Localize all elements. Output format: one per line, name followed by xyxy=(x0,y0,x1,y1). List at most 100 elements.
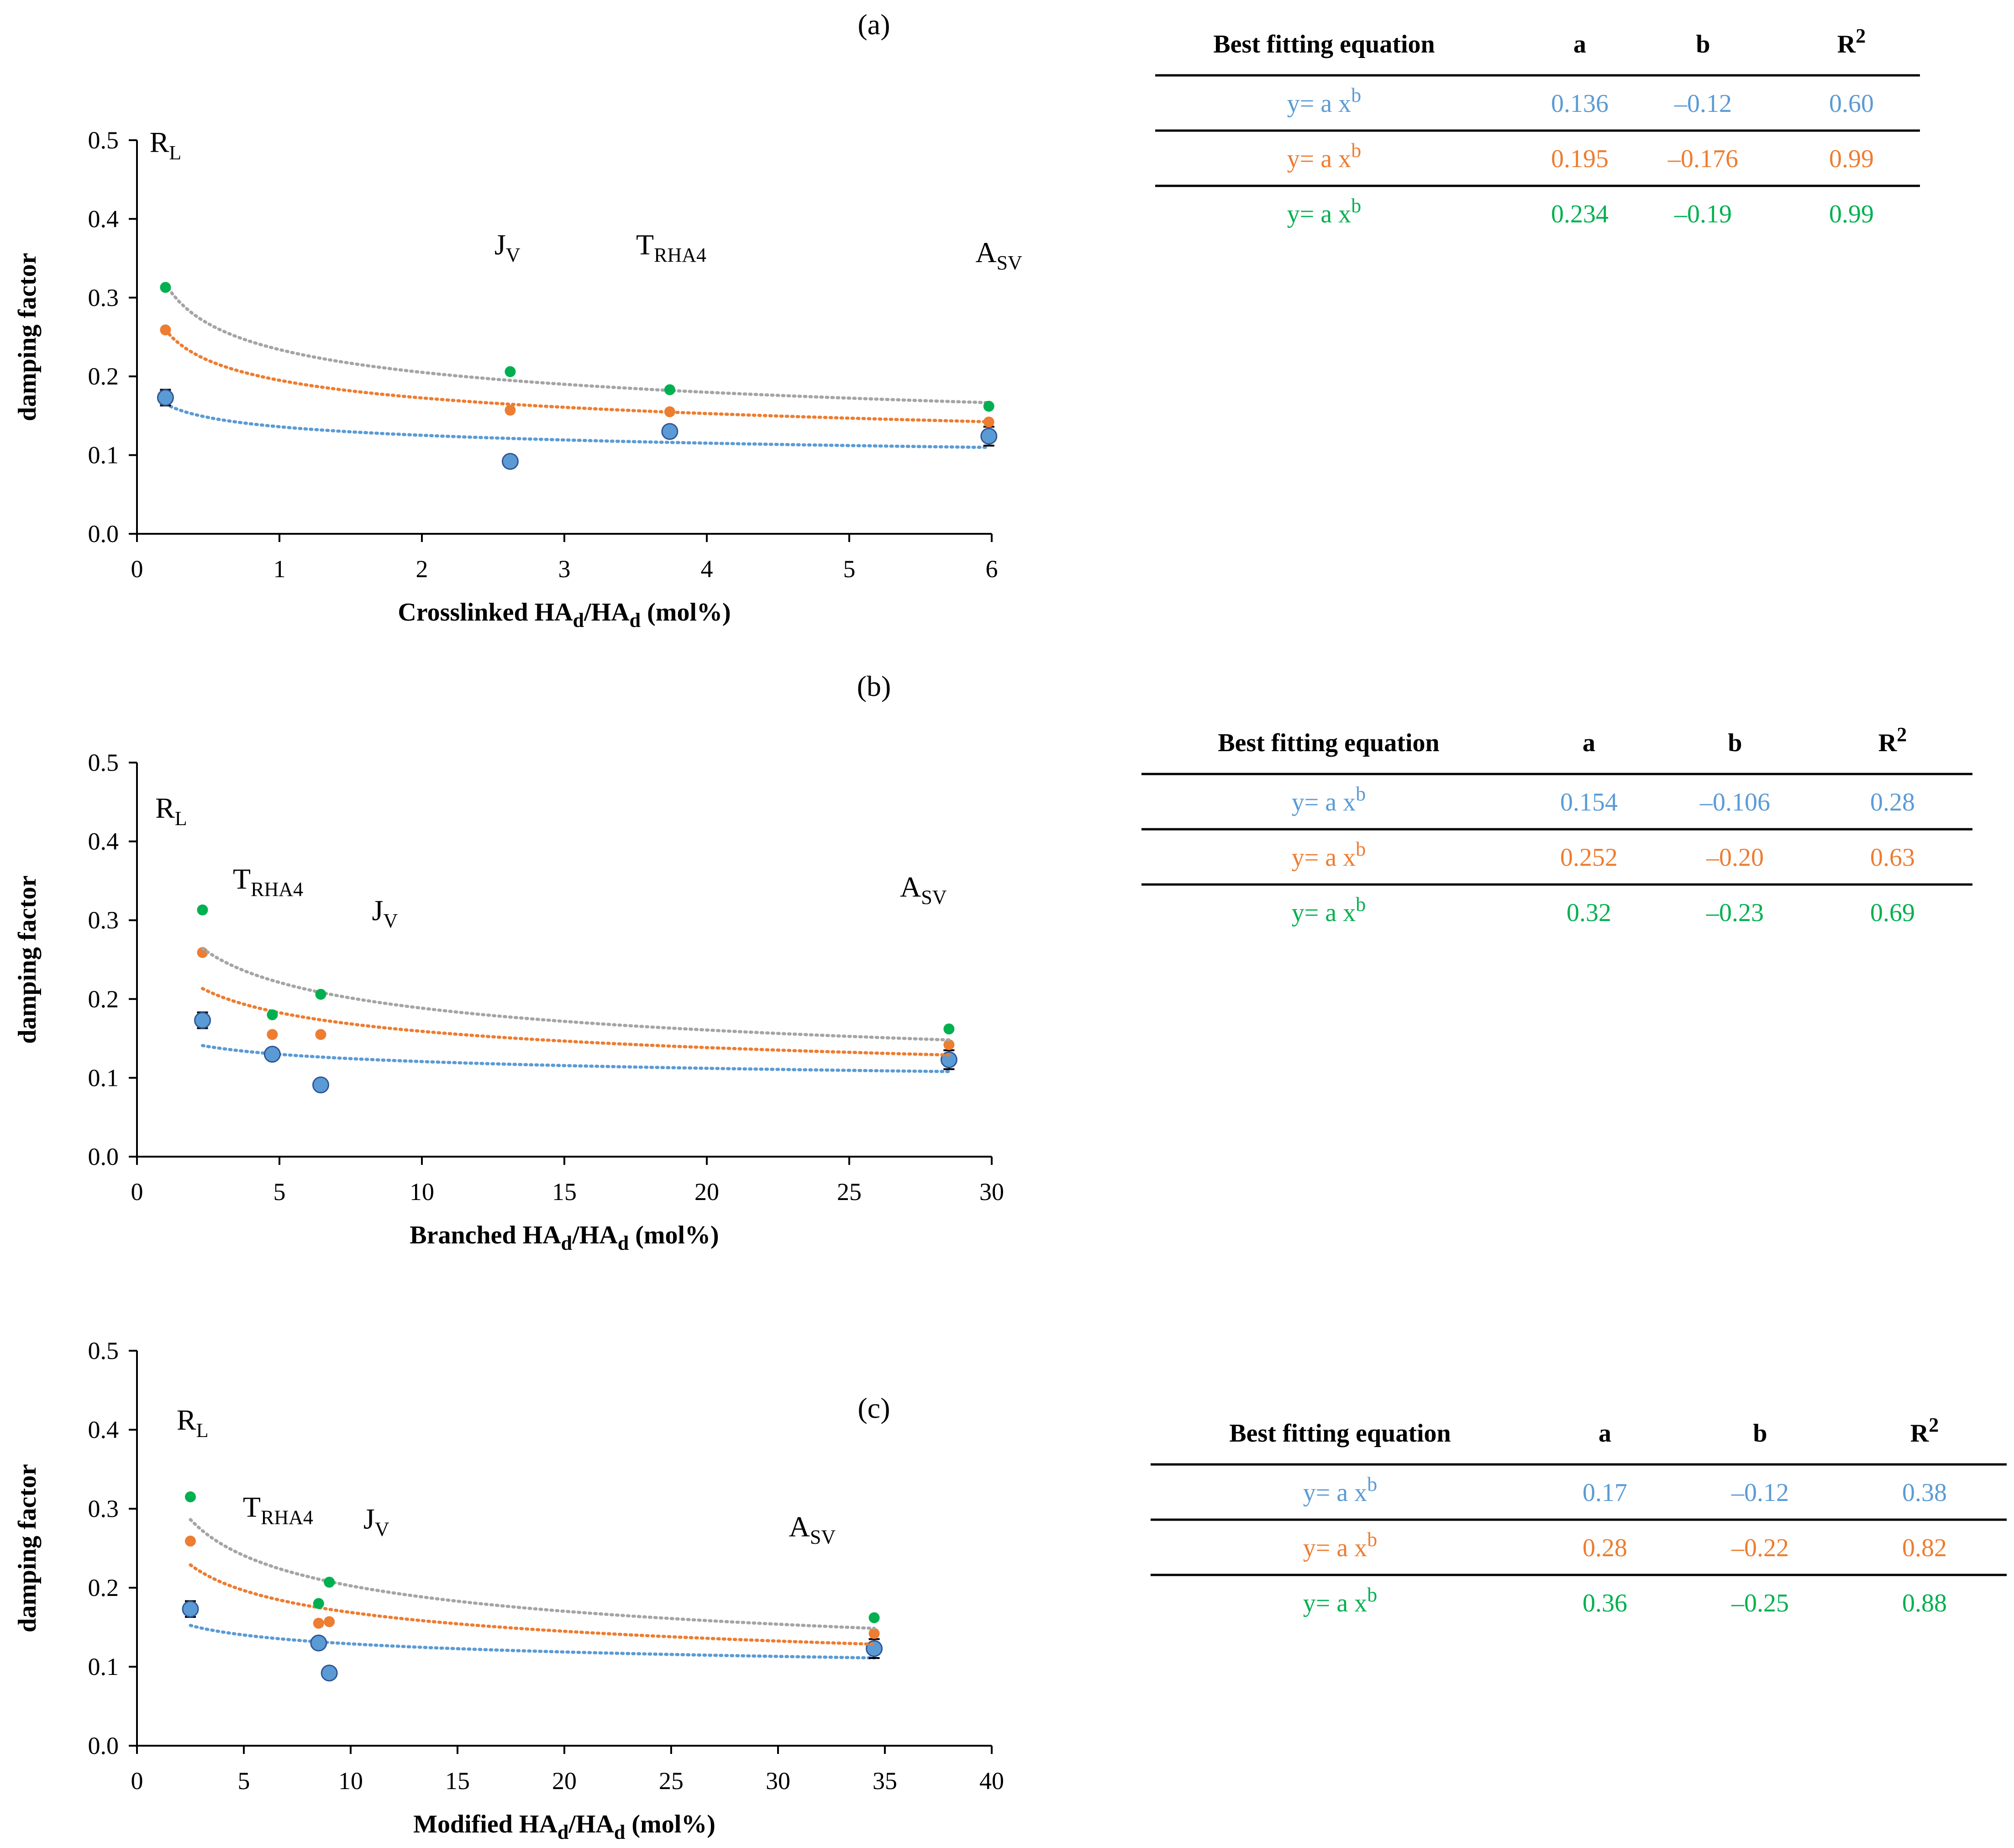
data-point-orange xyxy=(324,1616,335,1627)
table-header: b xyxy=(1696,30,1710,58)
data-point-orange xyxy=(313,1617,324,1629)
trendline-orange xyxy=(163,328,991,424)
y-tick-label: 0.1 xyxy=(88,1653,119,1680)
trendline-orange xyxy=(201,987,951,1057)
data-point-blue xyxy=(661,423,678,440)
x-tick-label: 10 xyxy=(338,1767,363,1795)
data-point-blue xyxy=(157,389,174,406)
y-axis-title: damping factor xyxy=(13,875,42,1044)
point-annotation: ASV xyxy=(975,236,1022,274)
table-cell-a: 0.252 xyxy=(1560,843,1618,872)
x-tick-label: 1 xyxy=(273,555,286,583)
table-equation: y= a xb xyxy=(1292,893,1366,927)
x-tick-label: 40 xyxy=(979,1767,1004,1795)
panel-label: (b) xyxy=(857,670,891,702)
data-point-orange xyxy=(983,416,994,428)
x-tick-label: 15 xyxy=(552,1178,577,1206)
table-cell-a: 0.136 xyxy=(1551,90,1609,118)
panel-label: (c) xyxy=(857,1392,890,1424)
table-equation: y= a xb xyxy=(1303,1584,1377,1617)
x-tick-label: 30 xyxy=(979,1178,1004,1206)
table-equation: y= a xb xyxy=(1303,1473,1377,1507)
data-point-green xyxy=(868,1612,880,1623)
table-cell-r2: 0.99 xyxy=(1829,145,1874,173)
x-tick-label: 0 xyxy=(131,1767,143,1795)
data-point-orange xyxy=(664,406,675,417)
table-cell-r2: 0.63 xyxy=(1870,843,1915,872)
y-tick-label: 0.5 xyxy=(88,126,119,154)
table-cell-b: –0.22 xyxy=(1731,1534,1789,1562)
chart-panel-c: (c) 0.0 0.1 0.2 0.3 0.4 0.5 0 5 10 15 20 25 30 35 40 dam… xyxy=(13,1337,2007,1843)
y-tick-label: 0.1 xyxy=(88,1064,119,1091)
y-axis-title: damping factor xyxy=(13,253,42,421)
data-point-blue xyxy=(310,1634,327,1652)
data-point-green xyxy=(160,282,171,293)
table-cell-b: –0.106 xyxy=(1699,788,1770,816)
y-tick-label: 0.2 xyxy=(88,363,119,390)
data-point-blue xyxy=(321,1664,338,1682)
data-point-orange xyxy=(943,1039,955,1050)
y-tick-label: 0.0 xyxy=(88,520,119,548)
data-point-green xyxy=(185,1491,196,1503)
data-point-orange xyxy=(505,405,516,416)
x-tick-label: 20 xyxy=(694,1178,719,1206)
data-point-orange xyxy=(267,1029,278,1040)
data-point-blue xyxy=(501,453,519,470)
table-cell-r2: 0.28 xyxy=(1870,788,1915,816)
fit-table: Best fitting equation a b R2 y= a xb 0.17 –0.1… xyxy=(1151,1414,2007,1617)
table-header: b xyxy=(1728,729,1742,757)
point-annotation: TRHA4 xyxy=(243,1490,313,1528)
y-tick-label: 0.0 xyxy=(88,1732,119,1759)
table-cell-r2: 0.82 xyxy=(1902,1534,1947,1562)
table-cell-a: 0.154 xyxy=(1560,788,1618,816)
point-annotation: ASV xyxy=(900,870,947,908)
table-cell-a: 0.234 xyxy=(1551,200,1609,228)
table-cell-b: –0.12 xyxy=(1731,1479,1789,1507)
data-point-orange xyxy=(315,1029,326,1040)
x-tick-label: 25 xyxy=(837,1178,862,1206)
y-tick-label: 0.0 xyxy=(88,1143,119,1170)
x-axis-title: Crosslinked HAd/HAd (mol%) xyxy=(398,598,731,632)
data-point-green xyxy=(267,1009,278,1021)
table-header: a xyxy=(1599,1419,1611,1448)
data-point-green xyxy=(943,1023,955,1035)
data-point-blue xyxy=(312,1076,329,1094)
point-annotation: JV xyxy=(363,1502,389,1540)
data-point-green xyxy=(324,1576,335,1588)
data-point-green xyxy=(313,1598,324,1609)
point-annotation: JV xyxy=(372,894,398,932)
table-cell-r2: 0.99 xyxy=(1829,200,1874,228)
y-tick-label: 0.3 xyxy=(88,906,119,934)
fit-table: Best fitting equation a b R2 y= a xb 0.154 –0.… xyxy=(1141,723,1972,927)
x-tick-label: 10 xyxy=(410,1178,434,1206)
data-point-orange xyxy=(160,324,171,336)
table-cell-r2: 0.69 xyxy=(1870,899,1915,927)
table-cell-b: –0.25 xyxy=(1731,1589,1789,1617)
table-equation: y= a xb xyxy=(1292,783,1366,816)
table-cell-r2: 0.60 xyxy=(1829,90,1874,118)
table-header: a xyxy=(1573,30,1586,58)
table-equation: y= a xb xyxy=(1292,838,1366,872)
point-annotation: RL xyxy=(150,126,182,164)
x-tick-label: 30 xyxy=(766,1767,790,1795)
y-axis-title: damping factor xyxy=(13,1464,42,1632)
table-header: Best fitting equation xyxy=(1213,30,1435,58)
trendline-green xyxy=(163,282,991,405)
table-cell-a: 0.28 xyxy=(1583,1534,1627,1562)
data-point-blue xyxy=(866,1640,883,1657)
data-point-orange xyxy=(185,1535,196,1547)
data-point-blue xyxy=(263,1046,281,1063)
table-header: b xyxy=(1753,1419,1767,1448)
table-equation: y= a xb xyxy=(1287,139,1361,173)
table-cell-b: –0.23 xyxy=(1706,899,1764,927)
x-tick-label: 25 xyxy=(659,1767,684,1795)
trendline-blue xyxy=(201,1044,951,1074)
point-annotation: JV xyxy=(494,228,521,266)
y-tick-label: 0.3 xyxy=(88,1495,119,1522)
point-annotation: RL xyxy=(177,1404,209,1442)
table-cell-r2: 0.88 xyxy=(1902,1589,1947,1617)
table-header: R2 xyxy=(1878,723,1907,757)
data-point-blue xyxy=(194,1011,211,1029)
chart-panel-a: (a) 0.0 0.1 0.2 0.3 0.4 0.5 0 1 2 3 4 5 6 damping fact… xyxy=(13,8,1920,632)
